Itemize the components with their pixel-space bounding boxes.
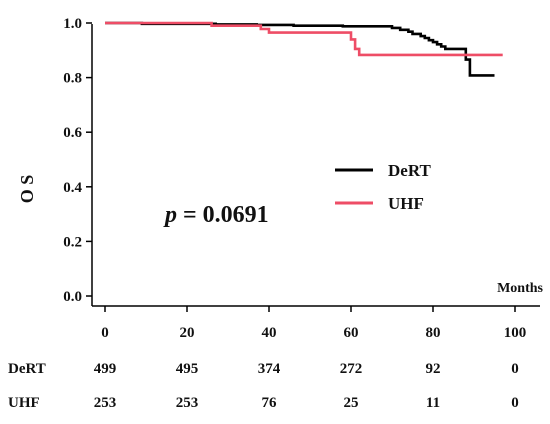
y-tick-label: 0.2 [63,234,82,250]
risk-cell: 92 [426,361,441,377]
curve-dert [105,21,495,77]
risk-cell: 253 [94,395,117,411]
risk-cell: 25 [344,395,359,411]
risk-row-label: UHF [8,395,40,411]
risk-cell: 495 [176,361,199,377]
survival-curves [105,21,503,77]
y-tick-label: 0.8 [63,71,82,87]
curve-uhf [105,21,503,57]
y-tick-label: 0.4 [63,180,82,196]
p-value-symbol: p [163,202,177,228]
risk-table: DeRT 499 495 374 272 92 0 UHF 253 253 76 25 11 0 [8,361,519,411]
risk-row-label: DeRT [8,361,46,377]
y-tick-label: 0.6 [63,125,82,141]
x-ticks: 0 20 40 60 80 100 [101,306,526,341]
risk-cell: 253 [176,395,199,411]
risk-cell: 0 [511,395,519,411]
x-tick-label: 100 [504,325,527,341]
p-value-text: = 0.0691 [177,202,269,228]
legend-label-dert: DeRT [388,161,432,180]
x-tick-label: 40 [262,325,277,341]
y-tick-label: 1.0 [63,16,82,32]
legend: DeRT UHF [335,161,432,213]
x-tick-label: 60 [344,325,359,341]
risk-cell: 272 [340,361,363,377]
y-axis-label: O S [17,175,37,204]
p-value-annotation: p = 0.0691 [163,202,269,228]
risk-cell: 11 [426,395,440,411]
risk-cell: 374 [258,361,281,377]
risk-cell: 76 [262,395,278,411]
y-ticks: 0.0 0.2 0.4 0.6 0.8 1.0 [63,16,92,305]
legend-label-uhf: UHF [388,194,424,213]
risk-cell: 0 [511,361,519,377]
risk-cell: 499 [94,361,117,377]
x-tick-label: 0 [101,325,109,341]
x-tick-label: 80 [426,325,441,341]
x-axis-unit-label: Months [497,281,543,296]
y-tick-label: 0.0 [63,289,82,305]
x-tick-label: 20 [180,325,195,341]
axes [91,24,540,307]
